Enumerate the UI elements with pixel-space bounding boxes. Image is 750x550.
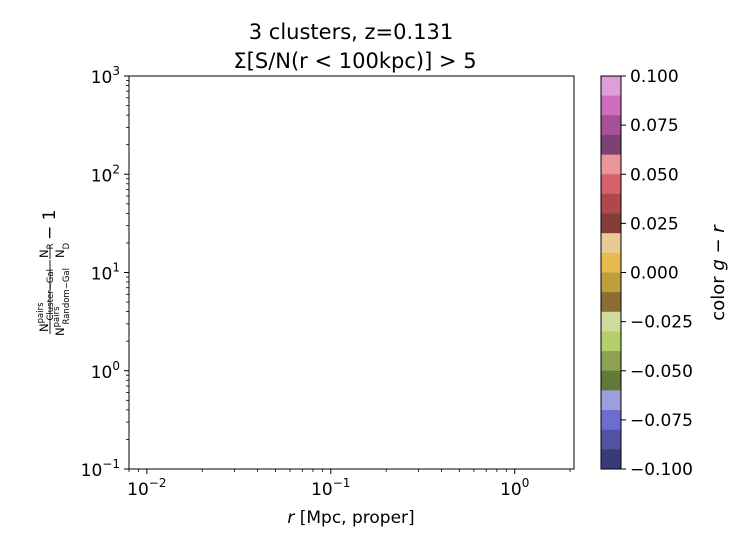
colorbar-tick-label: −0.075 [630,411,693,431]
colorbar-segment [601,331,621,352]
colorbar-segment [601,115,621,136]
y-tick-label: 10−1 [81,457,120,481]
y-axis-ticks: 10−1 100 101 102 103 [81,64,129,481]
x-tick-label: 100 [500,476,529,500]
colorbar-tick-label: 0.025 [630,214,679,234]
colorbar-tick-label: 0.000 [630,264,679,284]
colorbar-segment [601,174,621,195]
x-axis-ticks: 10−2 10−1 100 [127,469,571,500]
colorbar-segment [601,272,621,293]
y-axis-label: NpairsCluster−Gal NpairsRandom−Gal NR ND… [36,210,72,336]
colorbar: 0.100 0.075 0.050 0.025 0.000 −0.025 −0.050 −0.… [600,67,693,480]
colorbar-segment [601,410,621,431]
chart-title-line2: Σ[S/N(r < 100kpc)] > 5 [233,49,476,73]
colorbar-segment [601,134,621,155]
colorbar-segment [601,252,621,273]
colorbar-segment [601,193,621,214]
colorbar-tick-label: −0.050 [630,362,693,382]
colorbar-segment [601,390,621,411]
chart-title-line1: 3 clusters, z=0.131 [249,20,453,44]
x-tick-label: 10−2 [127,476,166,500]
y-tick-label: 101 [91,261,120,285]
colorbar-segment [601,449,621,470]
colorbar-segment [601,292,621,313]
colorbar-segment [601,311,621,332]
x-axis-label: r [Mpc, proper] [287,508,414,528]
plot-area [128,75,575,470]
y-tick-label: 103 [91,64,120,88]
colorbar-label: color g − r [708,224,729,321]
colorbar-segment [601,370,621,391]
colorbar-segment [601,351,621,372]
colorbar-tick-label: 0.050 [630,165,679,185]
colorbar-segment [601,76,621,97]
colorbar-segment [601,429,621,450]
y-tick-label: 100 [91,359,120,383]
colorbar-tick-label: 0.075 [630,116,679,136]
colorbar-segment [601,154,621,175]
colorbar-segment [601,95,621,116]
colorbar-tick-label: −0.100 [630,460,693,480]
y-tick-label: 102 [91,162,120,186]
colorbar-segment [601,213,621,234]
colorbar-segment [601,233,621,254]
y-label-minus-one: − 1 [40,210,60,240]
x-tick-label: 10−1 [311,476,350,500]
colorbar-tick-label: −0.025 [630,313,693,333]
colorbar-tick-label: 0.100 [630,67,679,87]
